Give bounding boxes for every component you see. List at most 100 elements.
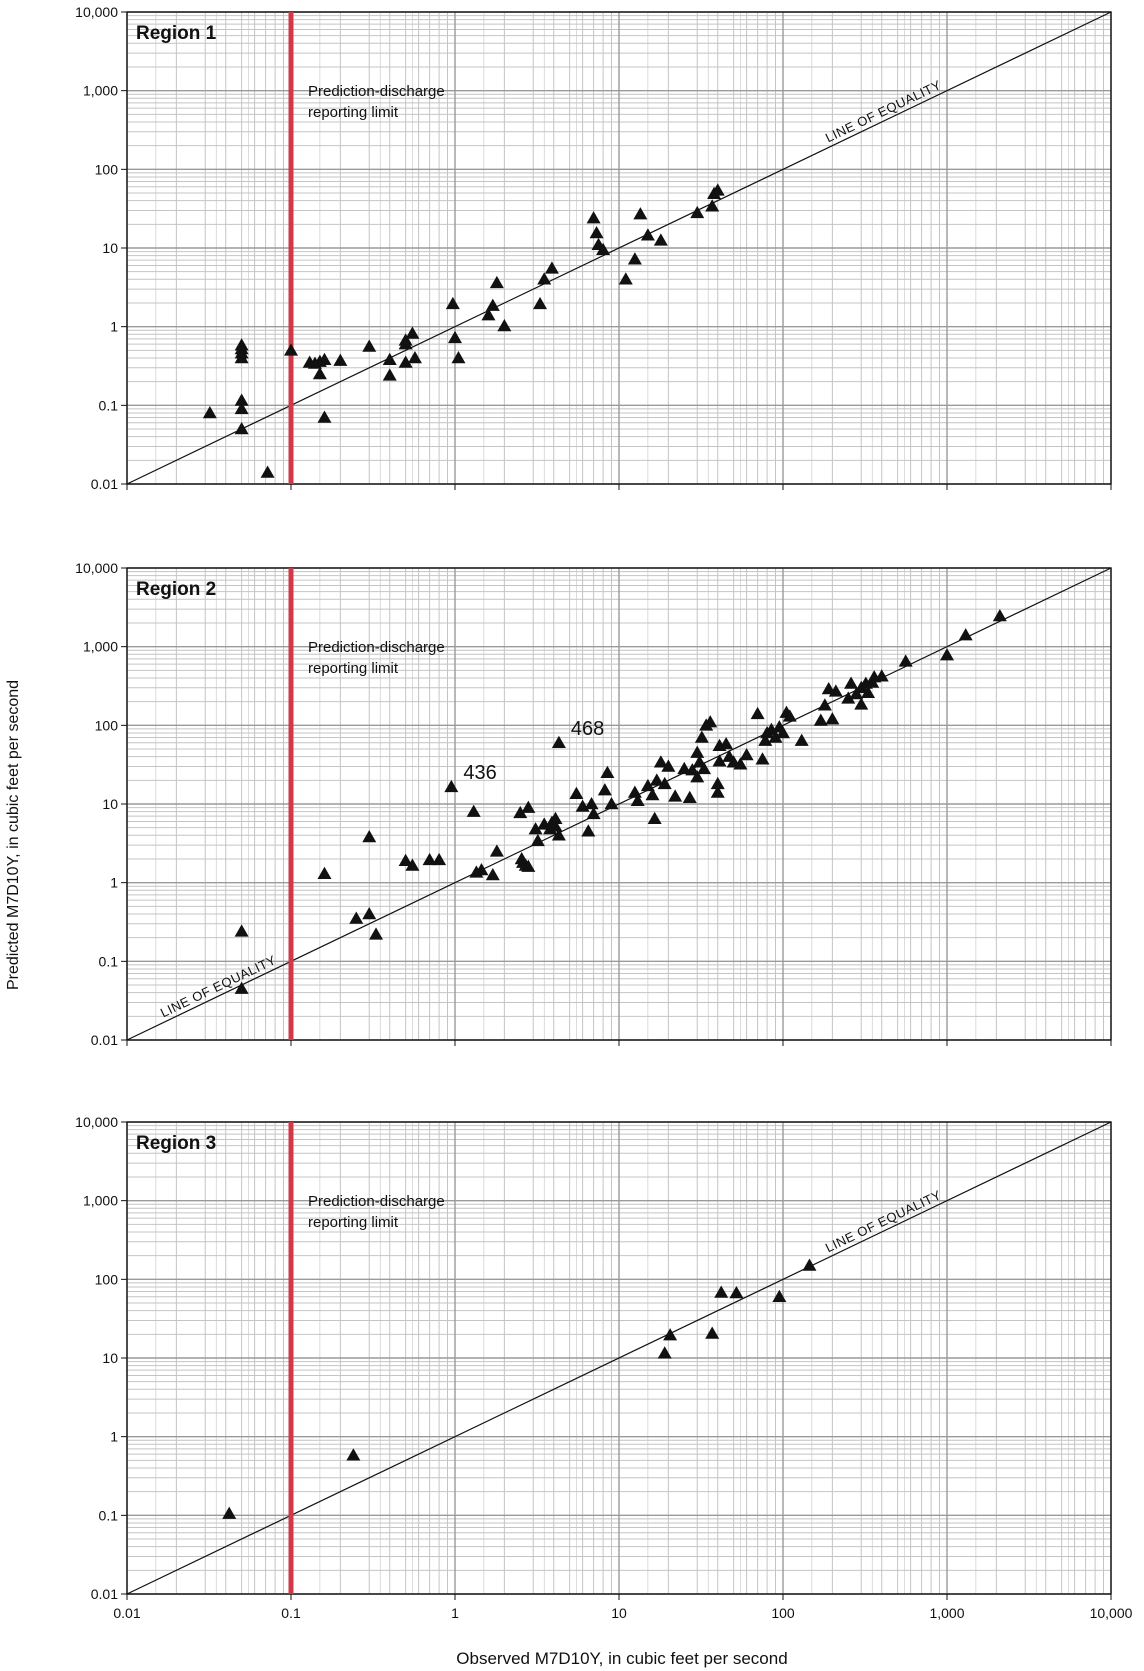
data-point-triangle bbox=[548, 811, 563, 824]
data-point-triangle bbox=[733, 757, 748, 770]
data-point-triangle bbox=[474, 862, 489, 876]
data-point-triangle bbox=[586, 806, 601, 820]
data-points bbox=[234, 609, 1007, 994]
data-point-triangle bbox=[657, 1346, 672, 1359]
y-tick-label: 10,000 bbox=[75, 4, 118, 20]
data-point-triangle bbox=[661, 759, 676, 772]
x-tick-label: 1 bbox=[451, 1605, 459, 1621]
y-tick-label: 0.01 bbox=[91, 1586, 118, 1602]
data-point-triangle bbox=[697, 761, 712, 775]
point-annotation: 436 bbox=[463, 762, 496, 784]
data-point-triangle bbox=[260, 465, 275, 478]
data-point-triangle bbox=[284, 343, 298, 356]
data-point-triangle bbox=[521, 800, 536, 813]
data-point-triangle bbox=[710, 785, 725, 798]
data-point-triangle bbox=[690, 205, 705, 219]
data-point-triangle bbox=[861, 685, 876, 698]
data-point-triangle bbox=[398, 337, 413, 350]
y-tick-label: 0.1 bbox=[99, 1507, 119, 1523]
data-point-triangle bbox=[382, 368, 397, 381]
data-point-triangle bbox=[772, 1289, 787, 1303]
data-point-triangle bbox=[202, 405, 217, 419]
data-point-triangle bbox=[714, 1285, 729, 1298]
data-point-triangle bbox=[234, 350, 249, 364]
data-point-triangle bbox=[398, 853, 413, 866]
data-point-triangle bbox=[940, 648, 954, 661]
chart-panel-1: 0.01 0.1 1 10 100 1,000 10,000 LINE OF EQUALITY… bbox=[75, 4, 1112, 492]
data-point-triangle bbox=[362, 339, 377, 352]
y-tick-label: 10 bbox=[102, 240, 118, 256]
data-point-triangle bbox=[844, 676, 859, 689]
data-point-triangle bbox=[640, 228, 655, 241]
data-point-triangle bbox=[513, 805, 528, 819]
y-tick-label: 1,000 bbox=[83, 83, 118, 99]
data-point-triangle bbox=[544, 261, 559, 274]
data-point-triangle bbox=[874, 669, 889, 682]
data-point-triangle bbox=[369, 927, 384, 940]
data-point-triangle bbox=[222, 1506, 237, 1519]
data-point-triangle bbox=[333, 353, 348, 366]
data-point-triangle bbox=[690, 745, 705, 758]
data-point-triangle bbox=[317, 410, 332, 423]
data-point-triangle bbox=[234, 422, 249, 435]
y-tick-label: 0.01 bbox=[91, 1032, 118, 1048]
data-point-triangle bbox=[849, 687, 864, 700]
data-point-triangle bbox=[682, 790, 697, 804]
data-point-triangle bbox=[685, 763, 700, 776]
x-axis-label: Observed M7D10Y, in cubic feet per secon… bbox=[456, 1649, 787, 1668]
data-point-triangle bbox=[489, 844, 504, 857]
y-tick-label: 0.1 bbox=[99, 953, 119, 969]
data-point-triangle bbox=[802, 1258, 817, 1271]
data-point-triangle bbox=[533, 296, 548, 310]
data-point-triangle bbox=[705, 1326, 720, 1339]
reporting-limit-label: reporting limit bbox=[308, 660, 399, 677]
data-point-triangle bbox=[586, 211, 601, 224]
data-point-triangle bbox=[813, 713, 828, 726]
data-point-triangle bbox=[768, 730, 783, 743]
data-point-triangle bbox=[627, 785, 642, 798]
data-point-triangle bbox=[794, 733, 809, 746]
data-point-triangle bbox=[362, 906, 377, 920]
data-point-triangle bbox=[618, 272, 633, 285]
data-point-triangle bbox=[551, 735, 566, 749]
data-point-triangle bbox=[405, 326, 420, 339]
data-point-triangle bbox=[346, 1448, 361, 1461]
data-point-triangle bbox=[604, 797, 619, 810]
data-point-triangle bbox=[445, 296, 460, 310]
data-point-triangle bbox=[703, 715, 718, 728]
y-tick-label: 10,000 bbox=[75, 560, 118, 576]
data-point-triangle bbox=[569, 786, 584, 799]
data-point-triangle bbox=[234, 981, 249, 994]
data-point-triangle bbox=[422, 852, 437, 866]
y-tick-label: 100 bbox=[95, 1271, 119, 1287]
data-point-triangle bbox=[719, 736, 734, 750]
line-of-equality-label: LINE OF EQUALITY bbox=[823, 77, 944, 145]
data-point-triangle bbox=[521, 859, 536, 872]
data-point-triangle bbox=[712, 754, 727, 767]
y-tick-label: 1 bbox=[110, 1429, 118, 1445]
data-point-triangle bbox=[739, 747, 754, 761]
line-of-equality-label: LINE OF EQUALITY bbox=[823, 1187, 944, 1255]
data-point-triangle bbox=[645, 788, 660, 801]
data-point-triangle bbox=[485, 298, 500, 311]
y-axis-label: Predicted M7D10Y, in cubic feet per seco… bbox=[5, 680, 22, 990]
data-point-triangle bbox=[649, 773, 664, 786]
data-point-triangle bbox=[530, 833, 545, 847]
region-title: Region 2 bbox=[136, 579, 216, 600]
data-point-triangle bbox=[627, 252, 642, 265]
data-point-triangle bbox=[640, 778, 655, 792]
data-point-triangle bbox=[710, 776, 725, 790]
data-point-triangle bbox=[317, 352, 332, 365]
y-tick-label: 10 bbox=[102, 1350, 118, 1366]
data-point-triangle bbox=[382, 352, 397, 365]
data-point-triangle bbox=[537, 272, 552, 285]
y-tick-label: 10 bbox=[102, 796, 118, 812]
data-point-triangle bbox=[690, 770, 705, 783]
data-point-triangle bbox=[677, 761, 692, 775]
data-point-triangle bbox=[854, 697, 869, 710]
y-tick-label: 0.1 bbox=[99, 397, 119, 413]
data-point-triangle bbox=[694, 730, 709, 743]
data-point-triangle bbox=[841, 691, 856, 704]
data-point-triangle bbox=[668, 789, 683, 802]
